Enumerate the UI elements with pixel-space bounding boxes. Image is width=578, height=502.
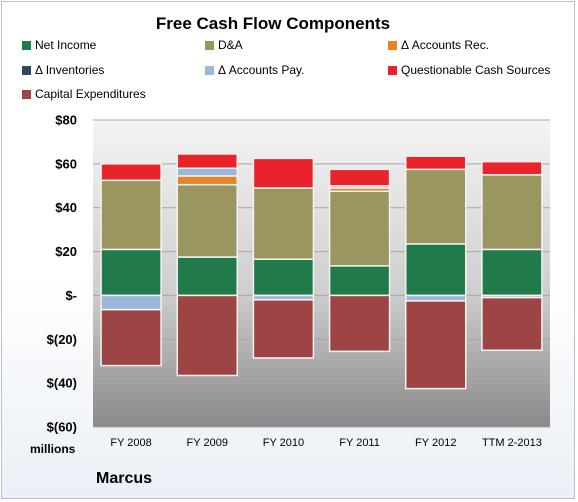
y-tick-label: $(20) [47, 332, 77, 347]
bar-segment [405, 300, 467, 390]
x-tick-label: TTM 2-2013 [482, 437, 542, 449]
y-tick-label: $40 [55, 200, 77, 215]
legend-swatch [205, 41, 214, 50]
legend-item: Δ Inventories [22, 62, 104, 78]
bar-segment [481, 296, 543, 351]
y-tick-label: $- [65, 288, 77, 303]
bar-segment [252, 299, 315, 359]
plot-area [93, 120, 550, 427]
bar-segment [405, 155, 467, 171]
legend-label: Δ Inventories [35, 63, 105, 77]
legend-swatch [22, 90, 31, 99]
x-tick-label: FY 2012 [415, 437, 456, 449]
bar-segment [100, 294, 162, 311]
legend-item: D&A [205, 37, 243, 53]
y-tick-label: $60 [55, 156, 77, 171]
bar-segment [252, 258, 315, 297]
bar-segment [176, 183, 238, 258]
legend-swatch [205, 66, 214, 75]
legend-label: Δ Accounts Rec. [401, 38, 490, 52]
x-tick-label: FY 2010 [263, 437, 304, 449]
legend-label: Capital Expenditures [35, 87, 146, 101]
bar-segment [100, 308, 162, 367]
bar-segment [176, 167, 238, 177]
legend-swatch [22, 66, 31, 75]
y-tick-label: $(60) [47, 420, 77, 435]
legend-item: Questionable Cash Sources [388, 62, 550, 78]
legend-swatch [388, 66, 397, 75]
legend-label: Δ Accounts Pay. [218, 63, 305, 77]
bar-segment [481, 174, 543, 251]
bar-segment [328, 265, 391, 297]
y-axis-units: millions [30, 442, 76, 456]
bar-segment [328, 294, 391, 353]
bar-segment [176, 294, 238, 377]
bar-segment [100, 179, 162, 251]
legend-label: Questionable Cash Sources [401, 63, 551, 77]
x-tick-label: FY 2011 [339, 437, 380, 449]
legend-label: Net Income [35, 38, 97, 52]
bar-segment [328, 190, 391, 267]
bar-segment [405, 168, 467, 245]
x-tick-label: FY 2009 [187, 437, 228, 449]
chart-title: Free Cash Flow Components [155, 14, 391, 33]
legend-item: Δ Accounts Pay. [205, 62, 305, 78]
bar-segment [405, 243, 467, 297]
legend-label: D&A [218, 38, 243, 52]
bar-segment [252, 157, 315, 189]
legend-item: Net Income [22, 37, 96, 53]
bar-segment [176, 153, 238, 169]
legend-swatch [388, 41, 397, 50]
y-tick-label: $20 [55, 244, 77, 259]
brand-label: Marcus [96, 470, 153, 487]
y-tick-label: $80 [55, 113, 77, 128]
legend-item: Capital Expenditures [22, 86, 146, 102]
bar-segment [481, 160, 543, 176]
bar-segment [328, 168, 391, 187]
bar-segment [100, 248, 162, 297]
legend-item: Δ Accounts Rec. [388, 37, 489, 53]
bar-segment [100, 163, 162, 182]
bar-segment [481, 248, 543, 297]
y-tick-label: $(40) [47, 376, 77, 391]
bar-segment [176, 256, 238, 297]
bar-segment [176, 175, 238, 186]
bar-segment [252, 187, 315, 260]
bar-segment [405, 294, 467, 302]
legend-swatch [22, 41, 31, 50]
x-tick-label: FY 2008 [110, 437, 151, 449]
